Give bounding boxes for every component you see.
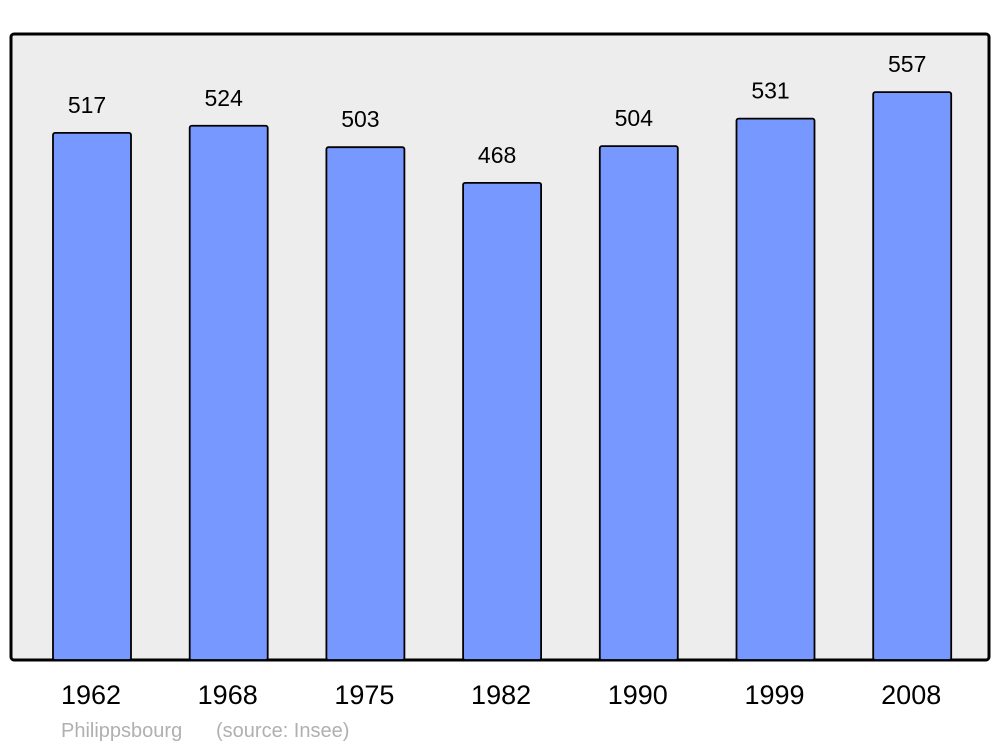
x-tick-label: 1975 <box>334 680 394 710</box>
bar-2008 <box>872 91 953 661</box>
x-tick-label: 1982 <box>471 680 531 710</box>
data-label-1975: 503 <box>341 106 379 132</box>
footer-place: Philippsbourg <box>61 720 182 742</box>
x-tick-label: 1999 <box>744 680 804 710</box>
data-label-1982: 468 <box>478 142 516 168</box>
bar-1968 <box>188 124 269 661</box>
bar-1962 <box>52 131 132 661</box>
x-tick-label: 1990 <box>608 680 668 710</box>
x-tick-label: 2008 <box>881 680 941 710</box>
x-tick-label: 1962 <box>61 680 121 710</box>
data-label-1962: 517 <box>68 92 106 118</box>
bar-1982 <box>462 181 543 661</box>
bar-1999 <box>735 117 816 661</box>
data-label-1999: 531 <box>751 78 789 104</box>
bar-1990 <box>598 145 679 661</box>
data-label-1968: 524 <box>205 85 244 111</box>
bar-1975 <box>325 146 406 661</box>
data-label-2008: 557 <box>888 51 926 77</box>
x-tick-label: 1968 <box>198 680 258 710</box>
data-label-1990: 504 <box>615 105 654 131</box>
footer-source: (source: Insee) <box>216 720 349 742</box>
